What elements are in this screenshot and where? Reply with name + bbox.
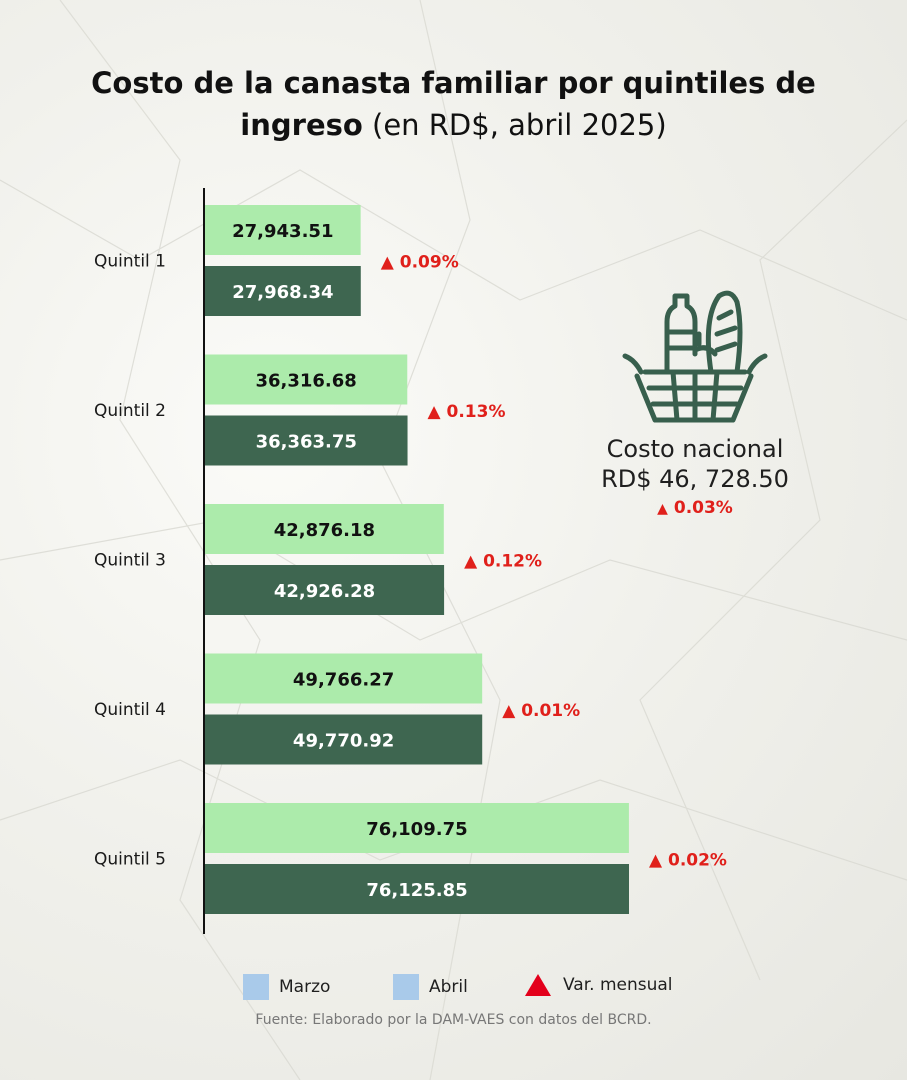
category-label: Quintil 2 — [94, 401, 166, 421]
national-change-value: 0.03% — [673, 498, 733, 518]
chart-title: Costo de la canasta familiar por quintil… — [40, 62, 867, 146]
up-triangle-icon: ▲ — [657, 501, 668, 517]
chart-title-bold: Costo de la canasta familiar por quintil… — [91, 66, 816, 142]
legend-swatch-abril — [393, 974, 419, 1000]
monthly-change-label: ▲ 0.01% — [502, 701, 580, 721]
monthly-change-label: ▲ 0.09% — [381, 253, 459, 273]
category-label: Quintil 3 — [94, 551, 166, 571]
bar-marzo — [205, 504, 444, 554]
bar-marzo — [205, 205, 361, 255]
bar-value-label: 42,926.28 — [274, 581, 375, 602]
bar-value-label: 49,766.27 — [293, 670, 394, 691]
legend-item-marzo: Marzo — [243, 974, 330, 1000]
monthly-change-label: ▲ 0.02% — [649, 851, 727, 871]
legend-item-var: Var. mensual — [525, 974, 673, 996]
legend-triangle-icon — [525, 974, 551, 996]
bar-value-label: 27,968.34 — [232, 282, 333, 303]
category-label: Quintil 4 — [94, 700, 166, 720]
grocery-basket-icon — [622, 290, 768, 423]
bar-value-label: 42,876.18 — [274, 520, 375, 541]
bar-marzo — [205, 354, 408, 405]
source-note: Fuente: Elaborado por la DAM-VAES con da… — [255, 1012, 652, 1028]
national-cost-change: ▲ 0.03% — [575, 498, 815, 518]
bar-value-label: 27,943.51 — [232, 221, 333, 242]
national-cost-value: RD$ 46, 728.50 — [601, 465, 789, 493]
legend-label-var: Var. mensual — [563, 975, 673, 995]
national-cost-panel: Costo nacional RD$ 46, 728.50 ▲ 0.03% — [575, 290, 815, 518]
bar-value-label: 49,770.92 — [293, 731, 394, 752]
category-label: Quintil 5 — [94, 850, 166, 870]
bar-abril — [205, 266, 361, 316]
bar-abril — [205, 714, 483, 765]
legend-swatch-marzo — [243, 974, 269, 1000]
bar-value-label: 76,125.85 — [366, 880, 467, 901]
bar-chart: Quintil 1 27,943.51 27,968.34 ▲ 0.09% Quinti… — [94, 188, 727, 934]
monthly-change-label: ▲ 0.12% — [464, 552, 542, 572]
legend-item-abril: Abril — [393, 974, 468, 1000]
bar-abril — [205, 415, 408, 466]
bar-marzo — [205, 803, 629, 853]
bar-abril — [205, 864, 629, 914]
legend-label-abril: Abril — [429, 977, 468, 997]
chart-title-light: (en RD$, abril 2025) — [372, 108, 667, 142]
bar-abril — [205, 565, 445, 615]
bar-value-label: 76,109.75 — [366, 819, 467, 840]
national-cost-label: Costo nacional — [606, 435, 784, 463]
legend: Marzo Abril Var. mensual — [0, 974, 907, 1004]
monthly-change-label: ▲ 0.13% — [428, 402, 506, 422]
category-label: Quintil 1 — [94, 252, 166, 272]
bar-value-label: 36,316.68 — [255, 371, 356, 392]
bar-marzo — [205, 653, 483, 704]
bar-value-label: 36,363.75 — [256, 432, 357, 453]
legend-label-marzo: Marzo — [279, 977, 331, 997]
